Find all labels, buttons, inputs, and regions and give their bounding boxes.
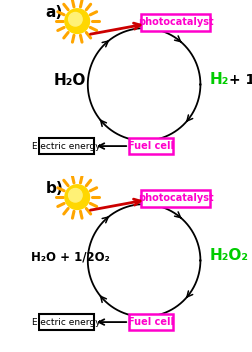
Text: Fuel cell: Fuel cell	[128, 141, 173, 151]
Circle shape	[65, 9, 89, 33]
Text: H₂O: H₂O	[54, 74, 86, 88]
FancyBboxPatch shape	[129, 314, 172, 330]
Text: b): b)	[45, 181, 63, 196]
Text: H₂O₂: H₂O₂	[208, 248, 247, 263]
Text: H₂O + 1/2O₂: H₂O + 1/2O₂	[31, 251, 109, 263]
Text: H₂: H₂	[208, 72, 228, 87]
Text: photocatalyst: photocatalyst	[137, 194, 213, 203]
Circle shape	[68, 189, 82, 202]
Circle shape	[65, 185, 89, 209]
Text: a): a)	[45, 5, 62, 20]
FancyBboxPatch shape	[39, 138, 93, 154]
Text: + 1/2O₂: + 1/2O₂	[229, 72, 252, 86]
Text: photocatalyst: photocatalyst	[137, 18, 213, 27]
FancyBboxPatch shape	[141, 190, 209, 207]
FancyBboxPatch shape	[39, 314, 93, 330]
Text: Electric energy: Electric energy	[32, 142, 101, 151]
FancyBboxPatch shape	[141, 14, 209, 31]
FancyBboxPatch shape	[129, 138, 172, 154]
Circle shape	[68, 13, 82, 26]
Text: Electric energy: Electric energy	[32, 318, 101, 327]
Text: Fuel cell: Fuel cell	[128, 317, 173, 327]
